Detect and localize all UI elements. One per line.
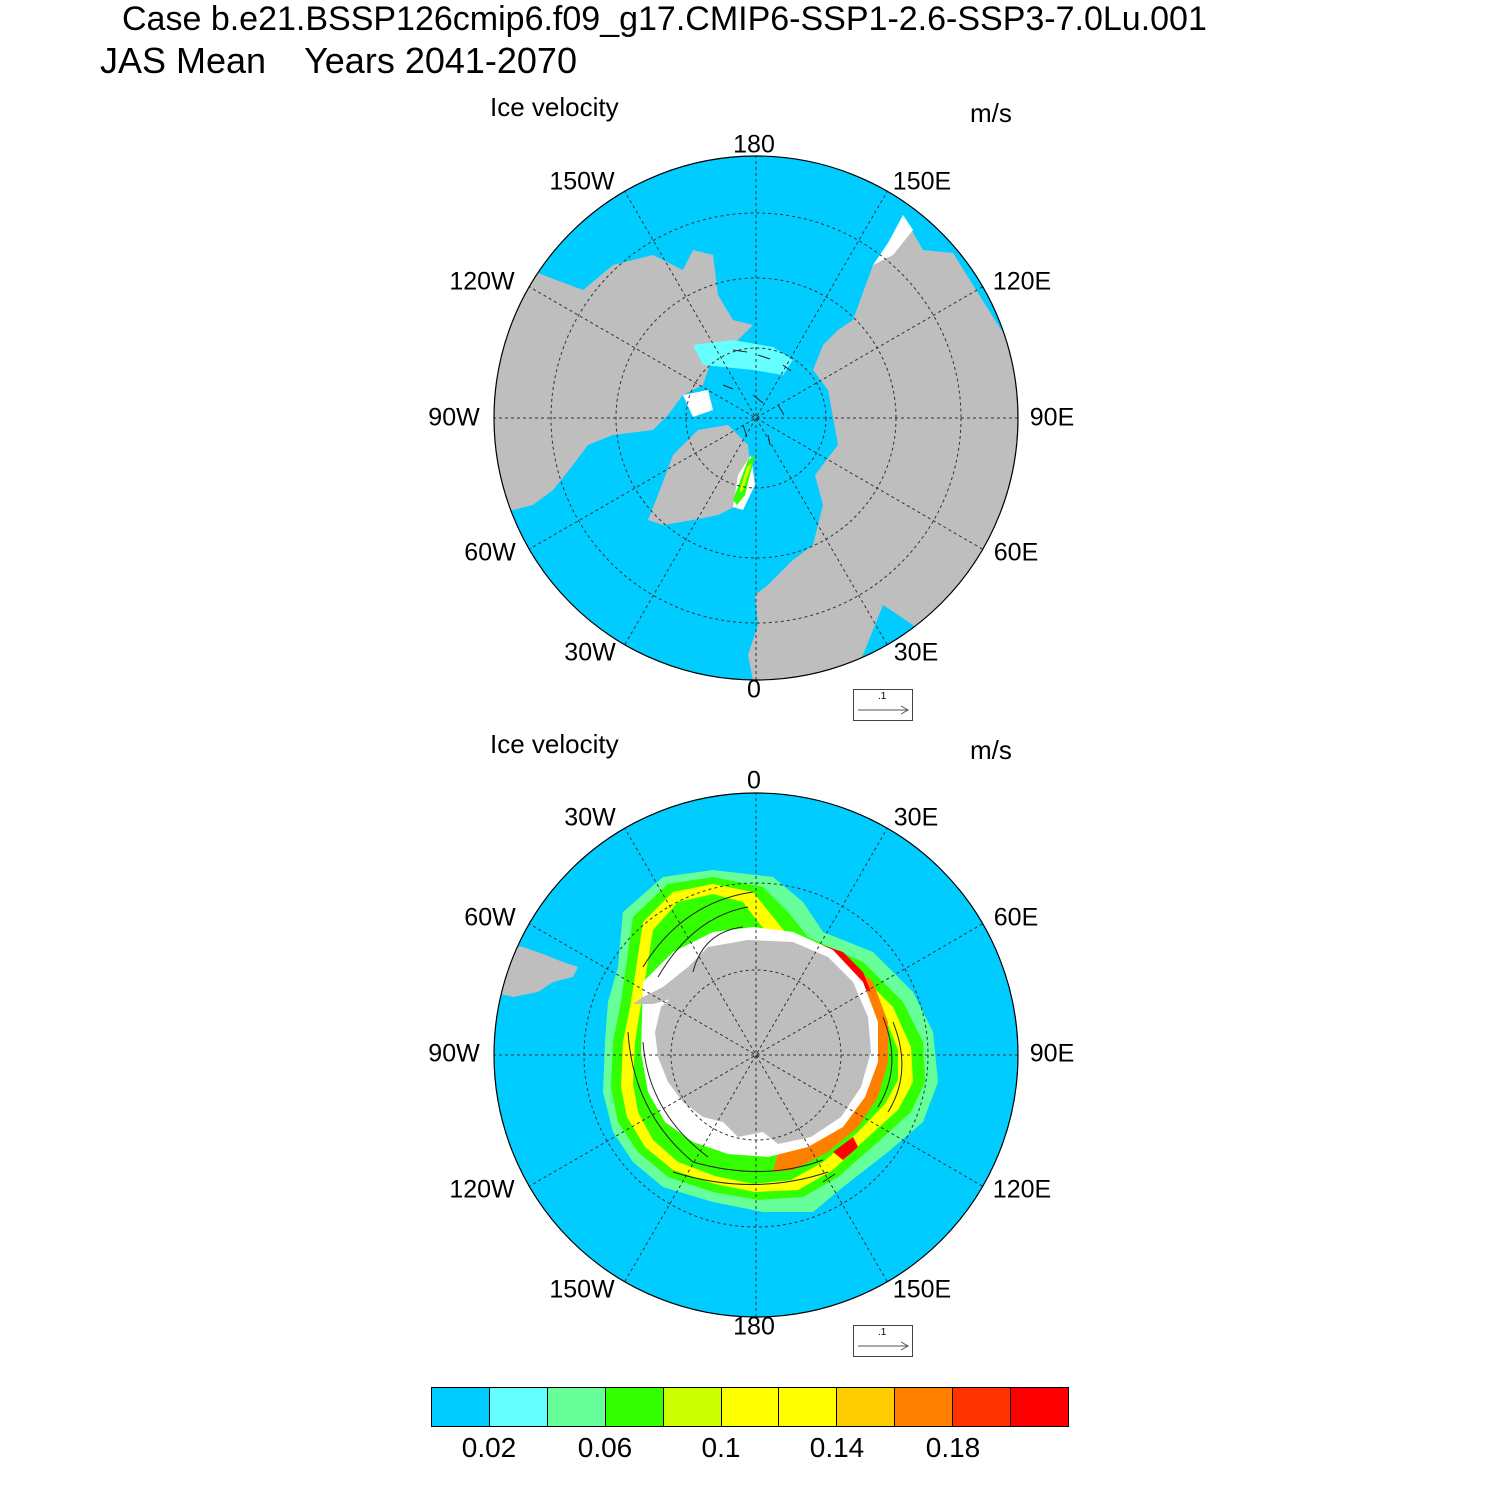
north-reference-vector-value: .1 <box>878 691 887 702</box>
colorbar-tick-label: 0.02 <box>461 1432 517 1463</box>
north-lon-label-120e: 120E <box>992 267 1052 296</box>
north-lon-label-0: 0 <box>747 675 761 704</box>
colorbar-swatch <box>432 1388 490 1426</box>
north-reference-vector: .1 <box>853 689 913 721</box>
south-lon-label-150e: 150E <box>892 1275 952 1304</box>
south-lon-label-60e: 60E <box>993 903 1039 932</box>
south-reference-vector-value: .1 <box>878 1327 887 1338</box>
reference-arrow-icon <box>858 705 910 715</box>
south-lon-label-30e: 30E <box>893 803 939 832</box>
north-land-greenland <box>648 425 751 525</box>
north-lon-label-30e: 30E <box>893 638 939 667</box>
colorbar-swatch <box>837 1388 896 1426</box>
north-land-america <box>494 250 753 515</box>
south-lon-label-120e: 120E <box>992 1175 1052 1204</box>
north-lon-label-90w: 90W <box>428 403 480 432</box>
colorbar-swatch <box>1011 1388 1068 1426</box>
south-lon-label-120w: 120W <box>449 1175 515 1204</box>
south-lon-label-180: 180 <box>733 1312 775 1341</box>
colorbar-swatch <box>547 1388 606 1426</box>
colorbar <box>431 1387 1069 1427</box>
south-lon-label-30w: 30W <box>564 803 616 832</box>
colorbar-swatch <box>895 1388 954 1426</box>
north-lon-label-60e: 60E <box>993 538 1039 567</box>
north-lon-label-30w: 30W <box>564 638 616 667</box>
north-polar-map <box>493 155 1019 681</box>
colorbar-swatch <box>605 1388 664 1426</box>
north-lon-label-180: 180 <box>733 130 775 159</box>
south-panel-units: m/s <box>970 735 1012 765</box>
colorbar-tick-label: 0.18 <box>925 1432 981 1463</box>
colorbar-swatch <box>663 1388 722 1426</box>
north-panel-units: m/s <box>970 98 1012 128</box>
south-lon-label-150w: 150W <box>549 1275 615 1304</box>
south-polar-map <box>493 792 1019 1318</box>
colorbar-tick-label: 0.1 <box>701 1432 741 1463</box>
reference-arrow-icon <box>858 1341 910 1351</box>
south-lon-label-90e: 90E <box>1029 1039 1075 1068</box>
colorbar-swatch <box>721 1388 780 1426</box>
north-lon-label-120w: 120W <box>449 267 515 296</box>
north-land-eurasia <box>748 215 1018 680</box>
years-label: Years 2041-2070 <box>304 40 577 81</box>
figure-title-case: Case b.e21.BSSP126cmip6.f09_g17.CMIP6-SS… <box>122 0 1207 38</box>
colorbar-swatch <box>953 1388 1012 1426</box>
colorbar-tick-label: 0.06 <box>577 1432 633 1463</box>
figure-title-period: JAS Mean Years 2041-2070 <box>100 40 577 82</box>
colorbar-swatch <box>779 1388 838 1426</box>
south-lon-label-90w: 90W <box>428 1039 480 1068</box>
colorbar-tick-label: 0.14 <box>809 1432 865 1463</box>
south-panel-title: Ice velocity <box>490 729 619 759</box>
colorbar-swatch <box>489 1388 548 1426</box>
south-reference-vector: .1 <box>853 1325 913 1357</box>
season-label: JAS Mean <box>100 40 267 81</box>
south-lon-label-60w: 60W <box>464 903 516 932</box>
south-land-south-america <box>494 942 578 997</box>
south-lon-label-0: 0 <box>747 766 761 795</box>
north-lon-label-150w: 150W <box>549 167 615 196</box>
north-lon-label-90e: 90E <box>1029 403 1075 432</box>
north-panel-title: Ice velocity <box>490 92 619 122</box>
north-lon-label-150e: 150E <box>892 167 952 196</box>
north-lon-label-60w: 60W <box>464 538 516 567</box>
